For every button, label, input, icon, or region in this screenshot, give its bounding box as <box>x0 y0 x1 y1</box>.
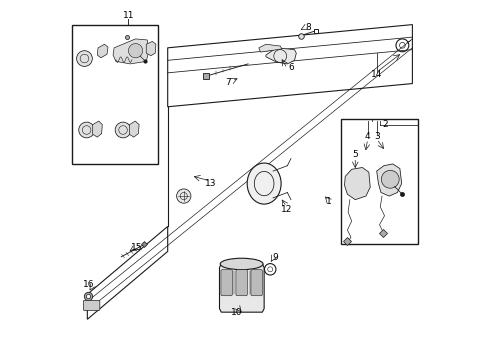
FancyBboxPatch shape <box>250 270 262 296</box>
Text: 15: 15 <box>131 243 142 252</box>
Polygon shape <box>219 264 264 312</box>
Text: 10: 10 <box>230 309 242 318</box>
FancyBboxPatch shape <box>221 270 232 296</box>
Text: 14: 14 <box>370 70 382 79</box>
Text: 2: 2 <box>382 120 387 129</box>
Ellipse shape <box>220 258 263 270</box>
Polygon shape <box>376 164 401 196</box>
Circle shape <box>128 44 142 58</box>
Polygon shape <box>265 48 296 64</box>
Bar <box>72 24 158 164</box>
Text: 11: 11 <box>122 11 134 20</box>
FancyBboxPatch shape <box>235 270 247 296</box>
Polygon shape <box>97 44 108 58</box>
Ellipse shape <box>246 163 281 204</box>
Polygon shape <box>146 41 156 56</box>
Polygon shape <box>258 44 282 52</box>
Circle shape <box>79 122 94 138</box>
Text: 12: 12 <box>281 205 292 214</box>
Text: 3: 3 <box>373 132 379 141</box>
Circle shape <box>115 122 131 138</box>
Polygon shape <box>344 167 369 200</box>
Text: 9: 9 <box>271 253 277 262</box>
Text: 6: 6 <box>287 63 293 72</box>
Text: 4: 4 <box>364 132 370 141</box>
Text: 5: 5 <box>352 150 357 159</box>
Bar <box>340 119 417 244</box>
Text: 16: 16 <box>83 280 95 289</box>
Text: 8: 8 <box>305 23 310 32</box>
Polygon shape <box>129 121 139 137</box>
Text: 13: 13 <box>204 179 216 188</box>
FancyBboxPatch shape <box>83 300 100 310</box>
Text: 7: 7 <box>225 78 231 87</box>
Text: 1: 1 <box>325 197 331 206</box>
Circle shape <box>77 51 92 66</box>
Polygon shape <box>93 121 102 137</box>
Circle shape <box>176 189 190 203</box>
Circle shape <box>381 170 398 188</box>
Polygon shape <box>113 39 148 64</box>
